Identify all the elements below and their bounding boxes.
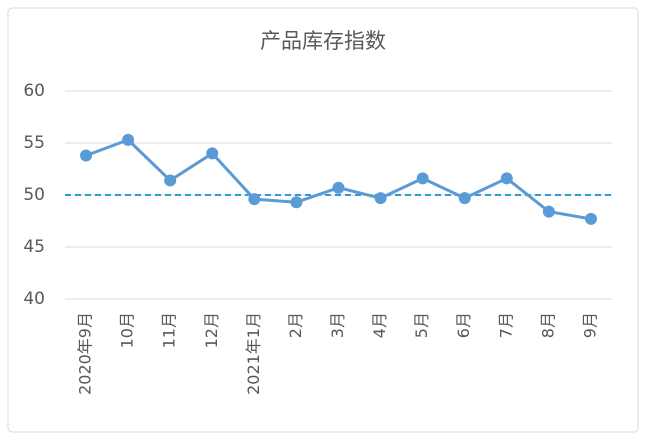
x-tick-label: 2020年9月 [76, 312, 95, 395]
data-point [584, 212, 597, 225]
data-point [122, 133, 135, 146]
chart-title: 产品库存指数 [260, 29, 386, 53]
x-tick-label: 3月 [328, 312, 347, 338]
y-tick-label: 50 [23, 185, 45, 205]
data-point [290, 196, 303, 209]
x-tick-label: 7月 [496, 312, 515, 338]
y-tick-label: 45 [23, 237, 45, 257]
y-tick-label: 60 [23, 81, 45, 101]
x-tick-label: 2月 [286, 312, 305, 338]
x-tick-label: 12月 [202, 312, 221, 348]
x-tick-label: 4月 [370, 312, 389, 338]
chart-border [7, 7, 639, 433]
data-point [500, 172, 513, 185]
data-point [248, 193, 261, 206]
x-tick-label: 11月 [160, 312, 179, 348]
data-point [164, 174, 177, 187]
data-point [542, 205, 555, 218]
data-point [416, 172, 429, 185]
data-point [80, 149, 93, 162]
x-tick-label: 6月 [454, 312, 473, 338]
y-tick-label: 40 [23, 289, 45, 309]
x-tick-label: 2021年1月 [244, 312, 263, 395]
x-tick-label: 9月 [580, 312, 599, 338]
data-point [458, 192, 471, 205]
data-point [206, 147, 219, 160]
y-tick-label: 55 [23, 133, 45, 153]
x-tick-label: 5月 [412, 312, 431, 338]
x-tick-label: 10月 [118, 312, 137, 348]
data-point [374, 192, 387, 205]
x-tick-label: 8月 [538, 312, 557, 338]
data-point [332, 181, 345, 194]
